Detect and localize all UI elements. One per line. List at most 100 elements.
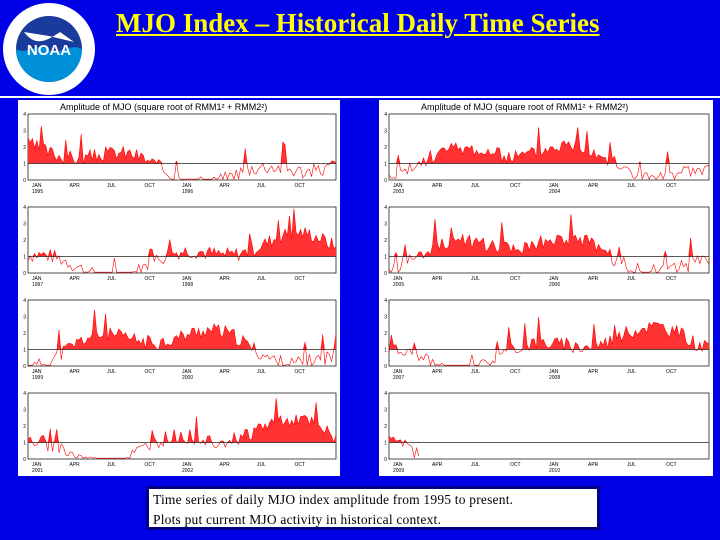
- x-tick-label: JAN: [549, 183, 559, 189]
- x-tick-label: OCT: [510, 369, 521, 375]
- amplitude-area: [28, 208, 336, 257]
- amplitude-area: [389, 127, 709, 164]
- x-tick-label: OCT: [145, 183, 156, 189]
- plot-frame: [388, 113, 710, 181]
- x-tick-label: JUL: [627, 369, 636, 375]
- chart-title: Amplitude of MJO (square root of RMM1² +…: [60, 102, 267, 112]
- y-tick-label: 2: [23, 145, 26, 151]
- x-tick-label: JAN: [393, 276, 403, 282]
- x-tick-label: JUL: [627, 462, 636, 468]
- y-tick-label: 4: [384, 112, 387, 118]
- amplitude-area: [28, 126, 336, 164]
- y-tick-label: 0: [384, 364, 387, 370]
- y-tick-label: 2: [23, 238, 26, 244]
- amplitude-line: [388, 214, 710, 273]
- y-tick-label: 3: [23, 129, 26, 135]
- x-tick-label: JAN: [393, 369, 403, 375]
- x-tick-label: JUL: [471, 462, 480, 468]
- x-tick-label: APR: [588, 276, 599, 282]
- x-tick-label: OCT: [666, 369, 677, 375]
- x-tick-label: APR: [220, 183, 231, 189]
- amplitude-area: [389, 435, 419, 443]
- plot-frame: [27, 392, 337, 460]
- plot-frame: [388, 206, 710, 274]
- chart-panel-2003-2010: Amplitude of MJO (square root of RMM1² +…: [379, 100, 713, 476]
- x-tick-label: APR: [432, 462, 443, 468]
- amplitude-area: [28, 398, 336, 443]
- x-tick-label: APR: [70, 369, 81, 375]
- x-tick-label: OCT: [510, 276, 521, 282]
- y-tick-label: 4: [384, 205, 387, 211]
- x-tick-label: OCT: [510, 462, 521, 468]
- x-year-label: 2010: [549, 468, 560, 474]
- y-tick-label: 1: [23, 162, 26, 168]
- y-tick-label: 0: [384, 271, 387, 277]
- x-tick-label: APR: [220, 276, 231, 282]
- x-year-label: 2009: [393, 468, 404, 474]
- x-year-label: 2003: [393, 189, 404, 195]
- x-tick-label: APR: [432, 369, 443, 375]
- x-tick-label: OCT: [666, 276, 677, 282]
- x-year-label: 1995: [32, 189, 43, 195]
- x-tick-label: APR: [70, 183, 81, 189]
- x-tick-label: JAN: [549, 462, 559, 468]
- x-tick-label: OCT: [145, 369, 156, 375]
- x-year-label: 2007: [393, 375, 404, 381]
- x-year-label: 1998: [182, 282, 193, 288]
- y-tick-label: 0: [384, 457, 387, 463]
- x-tick-label: JUL: [471, 276, 480, 282]
- x-tick-label: JAN: [32, 369, 42, 375]
- x-tick-label: JAN: [182, 276, 192, 282]
- amplitude-area: [389, 317, 709, 350]
- y-tick-label: 0: [23, 364, 26, 370]
- y-tick-label: 1: [384, 162, 387, 168]
- y-tick-label: 1: [384, 441, 387, 447]
- x-tick-label: JAN: [32, 183, 42, 189]
- x-tick-label: APR: [70, 276, 81, 282]
- x-tick-label: JAN: [182, 183, 192, 189]
- y-tick-label: 0: [23, 457, 26, 463]
- x-year-label: 1999: [32, 375, 43, 381]
- x-tick-label: JAN: [549, 276, 559, 282]
- x-tick-label: APR: [220, 462, 231, 468]
- x-tick-label: OCT: [666, 462, 677, 468]
- amplitude-line: [388, 316, 710, 367]
- y-tick-label: 2: [23, 331, 26, 337]
- amplitude-area: [28, 309, 336, 350]
- y-tick-label: 4: [23, 205, 26, 211]
- plot-frame: [27, 299, 337, 367]
- x-tick-label: OCT: [145, 276, 156, 282]
- x-tick-label: JAN: [182, 369, 192, 375]
- noaa-logo: NOAA: [2, 2, 96, 96]
- y-tick-label: 1: [23, 441, 26, 447]
- y-tick-label: 4: [23, 298, 26, 304]
- y-tick-label: 3: [23, 315, 26, 321]
- x-tick-label: OCT: [295, 183, 306, 189]
- plot-frame: [388, 299, 710, 367]
- x-tick-label: APR: [588, 462, 599, 468]
- x-year-label: 1996: [182, 189, 193, 195]
- y-tick-label: 2: [384, 331, 387, 337]
- amplitude-line: [388, 435, 420, 458]
- y-tick-label: 3: [23, 222, 26, 228]
- chart-title: Amplitude of MJO (square root of RMM1² +…: [421, 102, 628, 112]
- y-tick-label: 3: [384, 315, 387, 321]
- x-tick-label: APR: [432, 276, 443, 282]
- x-tick-label: JUL: [471, 369, 480, 375]
- x-tick-label: APR: [432, 183, 443, 189]
- x-tick-label: OCT: [295, 369, 306, 375]
- x-tick-label: JUL: [107, 276, 116, 282]
- x-tick-label: JUL: [257, 462, 266, 468]
- plot-frame: [27, 206, 337, 274]
- x-tick-label: APR: [588, 369, 599, 375]
- x-tick-label: OCT: [145, 462, 156, 468]
- mjo-amplitude-chart-1995-2002: Amplitude of MJO (square root of RMM1² +…: [23, 102, 337, 474]
- x-tick-label: JUL: [107, 462, 116, 468]
- x-year-label: 2004: [549, 189, 560, 195]
- x-tick-label: JAN: [32, 276, 42, 282]
